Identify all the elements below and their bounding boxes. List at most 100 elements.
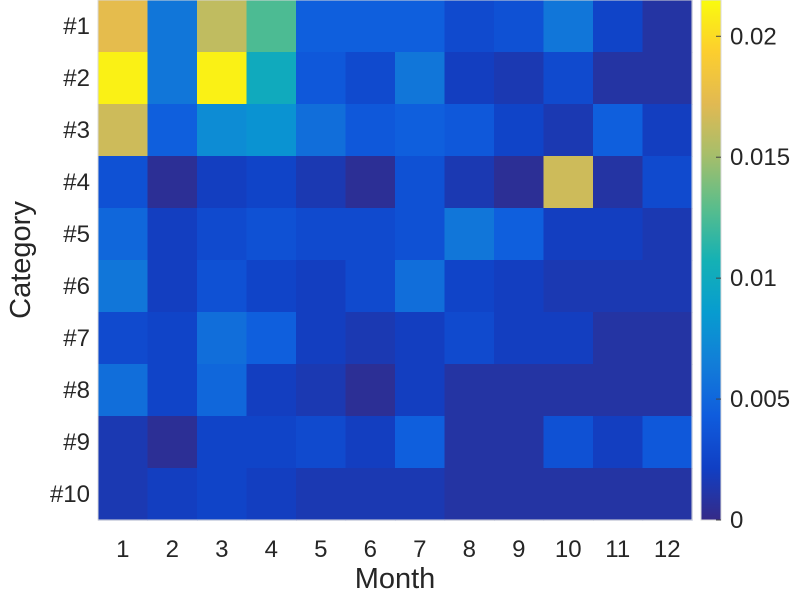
heatmap-cell <box>494 156 545 209</box>
heatmap-cell <box>296 364 347 417</box>
heatmap-cell <box>444 52 495 105</box>
heatmap-cell <box>98 416 149 469</box>
heatmap-cell <box>197 52 248 105</box>
heatmap-cell <box>593 364 644 417</box>
heatmap-cell <box>197 364 248 417</box>
heatmap-cell <box>444 0 495 53</box>
heatmap-cell <box>147 364 198 417</box>
heatmap-cell <box>246 156 297 209</box>
heatmap-cell <box>395 260 446 313</box>
colorbar-tick-labels: 0 0.005 0.01 0.015 0.02 <box>716 23 790 534</box>
heatmap-cell <box>147 312 198 365</box>
heatmap-cell <box>246 364 297 417</box>
heatmap-cell <box>197 416 248 469</box>
heatmap-cell <box>98 468 149 521</box>
heatmap-cell <box>147 52 198 105</box>
heatmap-cell <box>543 312 594 365</box>
heatmap-cell <box>147 416 198 469</box>
heatmap-cell <box>345 416 396 469</box>
heatmap-cell <box>395 416 446 469</box>
heatmap-cell <box>642 52 693 105</box>
heatmap-cell <box>543 52 594 105</box>
heatmap-cell <box>444 364 495 417</box>
heatmap-cell <box>296 52 347 105</box>
heatmap-cell <box>345 312 396 365</box>
heatmap-cell <box>345 208 396 261</box>
heatmap-cell <box>593 208 644 261</box>
x-axis-label: Month <box>355 563 436 595</box>
x-tick-label: 8 <box>463 536 476 563</box>
heatmap-cell <box>296 208 347 261</box>
heatmap-cell <box>395 468 446 521</box>
colorbar-tick-label: 0.005 <box>730 386 790 413</box>
heatmap-cell <box>395 104 446 157</box>
heatmap-cell <box>593 0 644 53</box>
heatmap-cell <box>395 208 446 261</box>
x-tick-label: 5 <box>314 536 327 563</box>
heatmap-cell <box>296 104 347 157</box>
heatmap-cell <box>543 208 594 261</box>
heatmap-cell <box>395 312 446 365</box>
heatmap-cell <box>593 104 644 157</box>
heatmap-cell <box>246 0 297 53</box>
colorbar-tick-label: 0.01 <box>730 265 777 292</box>
heatmap-cell <box>197 312 248 365</box>
heatmap-cell <box>345 260 396 313</box>
heatmap-cell <box>345 104 396 157</box>
heatmap-cell <box>494 312 545 365</box>
heatmap-cell <box>98 52 149 105</box>
y-tick-labels: #1 #2 #3 #4 #5 #6 #7 #8 #9 #10 <box>50 13 90 508</box>
y-tick-label: #7 <box>63 325 90 352</box>
heatmap-cell <box>494 416 545 469</box>
heatmap-cell <box>642 208 693 261</box>
y-tick-label: #2 <box>63 65 90 92</box>
heatmap-cell <box>246 208 297 261</box>
heatmap-cell <box>246 312 297 365</box>
heatmap-cell <box>593 312 644 365</box>
colorbar-tick-label: 0.015 <box>730 144 790 171</box>
heatmap-cell <box>345 156 396 209</box>
heatmap-cell <box>543 0 594 53</box>
heatmap-cell <box>197 208 248 261</box>
heatmap-cell <box>494 0 545 53</box>
x-tick-label: 3 <box>215 536 228 563</box>
heatmap-cell <box>543 104 594 157</box>
x-tick-labels: 1 2 3 4 5 6 7 8 9 10 11 12 <box>116 536 681 563</box>
colorbar-tick-label: 0 <box>730 507 743 534</box>
heatmap-cell <box>98 0 149 53</box>
heatmap-cell <box>296 260 347 313</box>
heatmap-cell <box>593 260 644 313</box>
heatmap-cell <box>147 156 198 209</box>
heatmap-cell <box>98 156 149 209</box>
colorbar-tick-label: 0.02 <box>730 23 777 50</box>
heatmap-cell <box>147 0 198 53</box>
heatmap-cell <box>147 104 198 157</box>
heatmap-cell <box>444 312 495 365</box>
x-tick-label: 9 <box>512 536 525 563</box>
heatmap-cell <box>98 208 149 261</box>
y-tick-label: #6 <box>63 273 90 300</box>
heatmap-cell <box>642 364 693 417</box>
heatmap-cell <box>395 52 446 105</box>
heatmap-cell <box>345 52 396 105</box>
heatmap-cell <box>642 416 693 469</box>
plot-frame <box>97 0 693 521</box>
heatmap-cell <box>642 468 693 521</box>
heatmap-cell <box>197 468 248 521</box>
x-tick-label: 2 <box>166 536 179 563</box>
y-tick-label: #10 <box>50 481 90 508</box>
heatmap-cell <box>444 416 495 469</box>
heatmap-cell <box>246 416 297 469</box>
heatmap-cell <box>98 104 149 157</box>
heatmap-cell <box>593 156 644 209</box>
heatmap-cell <box>642 104 693 157</box>
heatmap-cell <box>543 416 594 469</box>
heatmap-cell <box>345 0 396 53</box>
y-axis-label: Category <box>5 201 37 319</box>
heatmap-cell <box>444 208 495 261</box>
heatmap-cell <box>543 468 594 521</box>
heatmap-cell <box>494 208 545 261</box>
heatmap-cell <box>494 104 545 157</box>
